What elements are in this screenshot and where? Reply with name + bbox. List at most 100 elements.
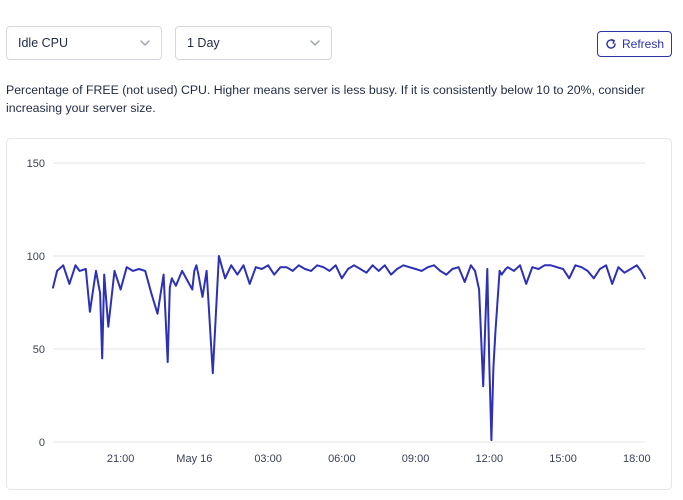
data-point xyxy=(568,277,570,280)
data-point xyxy=(181,270,183,272)
data-point xyxy=(550,264,552,267)
data-point xyxy=(347,268,349,270)
data-point xyxy=(611,283,613,285)
data-point xyxy=(484,325,487,328)
data-point xyxy=(504,268,507,270)
data-point xyxy=(218,255,220,257)
data-point xyxy=(488,363,491,365)
idle-cpu-series-line xyxy=(52,255,646,442)
data-point xyxy=(384,264,386,267)
data-point xyxy=(562,268,564,270)
data-point xyxy=(531,266,534,268)
data-point xyxy=(341,277,343,280)
data-point xyxy=(273,273,276,276)
data-point xyxy=(103,273,105,276)
refresh-button[interactable]: Refresh xyxy=(597,31,672,57)
y-tick-label: 100 xyxy=(27,251,45,263)
data-point xyxy=(187,281,189,283)
data-point xyxy=(175,285,177,287)
data-point xyxy=(537,268,540,270)
data-point xyxy=(408,266,411,268)
data-point xyxy=(144,270,146,272)
data-point xyxy=(353,264,355,267)
data-point xyxy=(365,271,368,274)
data-point xyxy=(212,372,214,374)
data-point xyxy=(457,266,460,268)
data-point xyxy=(156,312,159,315)
data-point xyxy=(279,266,282,268)
chart-card: 0 50 100 150 21:00 May 16 03:00 06:00 09:00 12:00… xyxy=(6,138,672,490)
data-point xyxy=(125,266,128,268)
data-point xyxy=(445,273,448,276)
data-point xyxy=(586,270,589,272)
x-tick-label: 18:00 xyxy=(623,453,651,465)
data-point xyxy=(402,264,405,267)
chevron-down-icon xyxy=(140,40,150,46)
data-point xyxy=(519,264,521,267)
data-point xyxy=(371,264,374,267)
data-point xyxy=(291,270,294,272)
data-point xyxy=(490,439,493,441)
data-point xyxy=(474,270,476,272)
metric-description: Percentage of FREE (not used) CPU. Highe… xyxy=(6,83,645,115)
x-tick-label: 21:00 xyxy=(107,453,135,465)
data-point xyxy=(150,292,153,294)
data-point xyxy=(377,270,380,272)
chevron-down-icon xyxy=(310,40,320,46)
data-point xyxy=(197,273,200,276)
data-point xyxy=(605,264,607,267)
data-point xyxy=(193,270,196,272)
data-point xyxy=(328,270,331,272)
data-point xyxy=(101,357,103,360)
data-point xyxy=(396,268,398,270)
data-point xyxy=(470,264,472,267)
y-tick-label: 50 xyxy=(33,344,45,356)
data-point xyxy=(298,264,300,267)
data-point xyxy=(420,270,423,272)
data-point xyxy=(68,283,71,285)
data-point xyxy=(195,264,198,267)
data-point xyxy=(414,268,417,270)
metric-select[interactable]: Idle CPU xyxy=(6,26,162,60)
data-point xyxy=(89,311,91,313)
data-point xyxy=(334,264,337,267)
data-point xyxy=(248,283,251,285)
data-point xyxy=(513,270,515,272)
data-point xyxy=(463,281,466,283)
data-point xyxy=(623,271,626,274)
data-point xyxy=(138,268,140,270)
data-point xyxy=(56,270,58,272)
data-point xyxy=(285,266,288,268)
data-point xyxy=(640,270,642,272)
metric-select-value: Idle CPU xyxy=(18,36,69,50)
data-point xyxy=(93,283,95,285)
x-tick-label: 06:00 xyxy=(328,453,356,465)
time-range-select[interactable]: 1 Day xyxy=(175,26,332,60)
data-point xyxy=(74,264,77,267)
time-range-select-value: 1 Day xyxy=(187,36,220,50)
data-point xyxy=(478,288,480,291)
refresh-icon xyxy=(606,38,616,49)
refresh-button-label: Refresh xyxy=(621,37,665,51)
data-point xyxy=(166,361,169,363)
data-point xyxy=(95,270,97,272)
data-point xyxy=(261,268,263,270)
data-point xyxy=(171,277,173,280)
data-point xyxy=(62,264,64,267)
data-point xyxy=(316,264,319,267)
data-point xyxy=(636,264,638,267)
data-point xyxy=(132,270,134,272)
data-point xyxy=(107,325,110,328)
data-point xyxy=(492,366,495,369)
data-point xyxy=(236,273,239,276)
data-point xyxy=(525,283,527,285)
data-point xyxy=(201,296,204,298)
data-point xyxy=(629,268,632,270)
data-point xyxy=(224,277,226,280)
x-tick-label: 03:00 xyxy=(254,453,282,465)
data-point xyxy=(494,329,497,332)
data-point xyxy=(580,266,583,268)
data-point xyxy=(304,268,306,270)
data-point xyxy=(99,292,101,294)
x-tick-label: 15:00 xyxy=(549,453,577,465)
